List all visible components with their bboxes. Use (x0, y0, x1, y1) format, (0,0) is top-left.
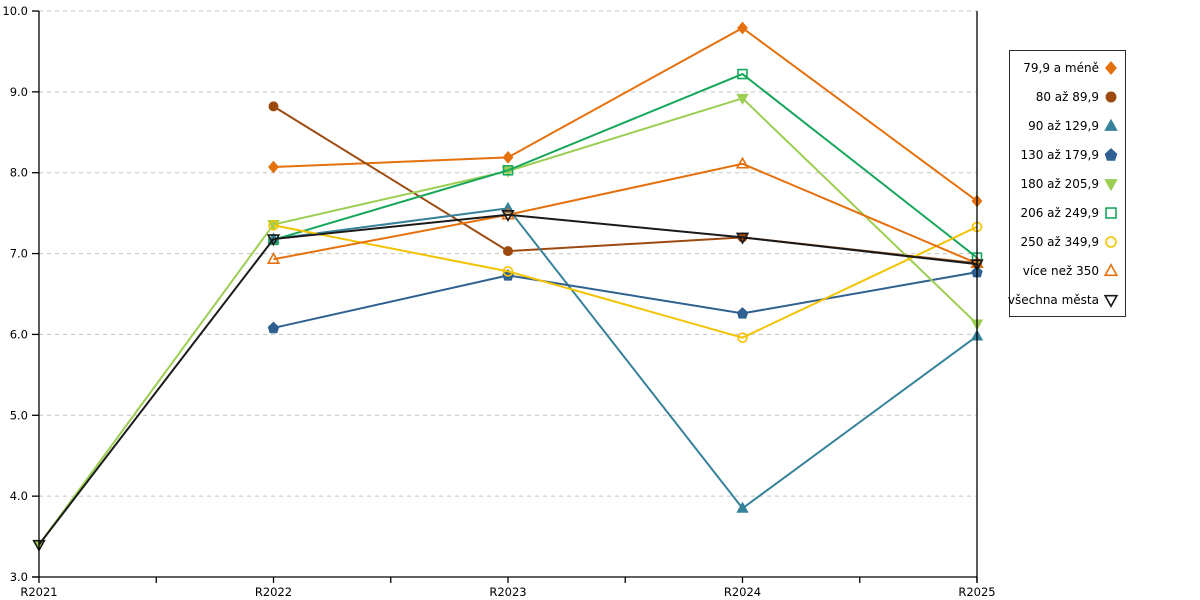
legend-label: 90 až 129,9 (1028, 118, 1099, 133)
triangle-down-marker (266, 234, 281, 247)
legend-item: více než 350 (1012, 262, 1119, 279)
pentagon-marker (736, 307, 749, 319)
series-1 (268, 21, 983, 208)
y-tick-label: 4.0 (10, 489, 28, 503)
legend-item: 79,9 a méně (1012, 60, 1119, 76)
legend-item: 90 až 129,9 (1012, 118, 1119, 134)
axes: 3.0 4.0 5.0 6.0 7.0 8.0 9.0 10.0 R2021 R2022 R2023… (2, 4, 995, 599)
legend-label: 180 až 205,9 (1020, 176, 1099, 191)
circle-marker (503, 246, 513, 257)
series-3 (267, 201, 984, 513)
circle-marker (268, 101, 279, 112)
legend-pentagon-icon (1104, 147, 1118, 161)
circle-marker (268, 219, 279, 231)
series-4 (267, 265, 983, 334)
pentagon-marker (267, 321, 280, 334)
legend: 79,9 a méně 80 až 89,9 90 až 129,9 130 až 1… (1008, 50, 1126, 317)
legend-label: 80 až 89,9 (1035, 89, 1099, 104)
legend-label: 130 až 179,9 (1020, 147, 1099, 162)
triangle-down-icon (1104, 178, 1118, 191)
triangle-up-icon (1104, 118, 1118, 131)
triangle-up-marker (735, 156, 750, 169)
series-line (273, 271, 978, 329)
x-tick-label: R2025 (958, 585, 995, 599)
legend-triangle-up-icon (1104, 118, 1118, 131)
diamond-marker (502, 150, 514, 164)
series-9 (32, 210, 984, 552)
legend-item: 180 až 205,9 (1012, 176, 1119, 192)
legend-item: 250 až 349,9 (1012, 234, 1119, 250)
x-tick-label: R2022 (255, 585, 292, 599)
x-tick-label: R2021 (20, 585, 57, 599)
legend-triangle-down-icon (1103, 294, 1119, 308)
y-tick-label: 3.0 (10, 570, 28, 584)
square-marker (737, 68, 748, 80)
triangle-down-marker (735, 232, 750, 245)
legend-triangle-down-icon (1104, 178, 1118, 191)
series-6 (268, 68, 983, 263)
triangle-up-marker (736, 501, 749, 513)
diamond-marker (268, 160, 279, 174)
series-line (273, 72, 978, 259)
x-tick-label: R2024 (724, 585, 761, 599)
y-tick-label: 5.0 (10, 408, 28, 422)
legend-circle-icon (1105, 91, 1117, 102)
circle-icon (1105, 235, 1117, 248)
legend-item: 130 až 179,9 (1012, 147, 1119, 163)
legend-label: více než 350 (1022, 263, 1099, 278)
triangle-down-icon (1103, 294, 1119, 308)
series-8 (266, 156, 984, 268)
legend-label: všechna města (1007, 292, 1099, 307)
square-icon (1105, 206, 1117, 219)
series-line (273, 26, 978, 202)
triangle-up-marker (501, 207, 515, 220)
y-tick-label: 6.0 (10, 327, 28, 341)
series-line (38, 213, 978, 546)
y-tick-label: 9.0 (10, 85, 28, 99)
legend-triangle-up-icon (1103, 262, 1119, 276)
series-line (273, 207, 978, 510)
triangle-up-icon (1103, 262, 1119, 276)
x-tick-label: R2023 (489, 585, 526, 599)
circle-icon (1105, 91, 1117, 102)
pentagon-icon (1104, 147, 1118, 161)
legend-item: 80 až 89,9 (1012, 89, 1119, 105)
legend-label: 79,9 a méně (1023, 60, 1099, 75)
legend-circle-icon (1105, 235, 1117, 248)
legend-diamond-icon (1105, 60, 1117, 75)
legend-label: 250 až 349,9 (1020, 234, 1099, 249)
diamond-icon (1105, 60, 1117, 75)
legend-square-icon (1105, 206, 1117, 219)
diamond-marker (737, 21, 748, 35)
triangle-up-marker (266, 251, 281, 264)
series-line (273, 162, 978, 265)
series-line (273, 224, 978, 339)
y-tick-label: 10.0 (2, 4, 28, 18)
series-2 (268, 101, 982, 269)
circle-marker (502, 266, 514, 277)
y-tick-label: 8.0 (10, 166, 28, 180)
triangle-down-marker (736, 93, 749, 105)
y-tick-label: 7.0 (10, 247, 28, 261)
legend-item: 206 až 249,9 (1012, 205, 1119, 221)
legend-label: 206 až 249,9 (1020, 205, 1099, 220)
square-marker (502, 165, 514, 176)
triangle-up-marker (501, 201, 515, 213)
circle-marker (737, 332, 748, 343)
legend-item: všechna města (1008, 292, 1119, 308)
triangle-down-marker (501, 210, 515, 222)
